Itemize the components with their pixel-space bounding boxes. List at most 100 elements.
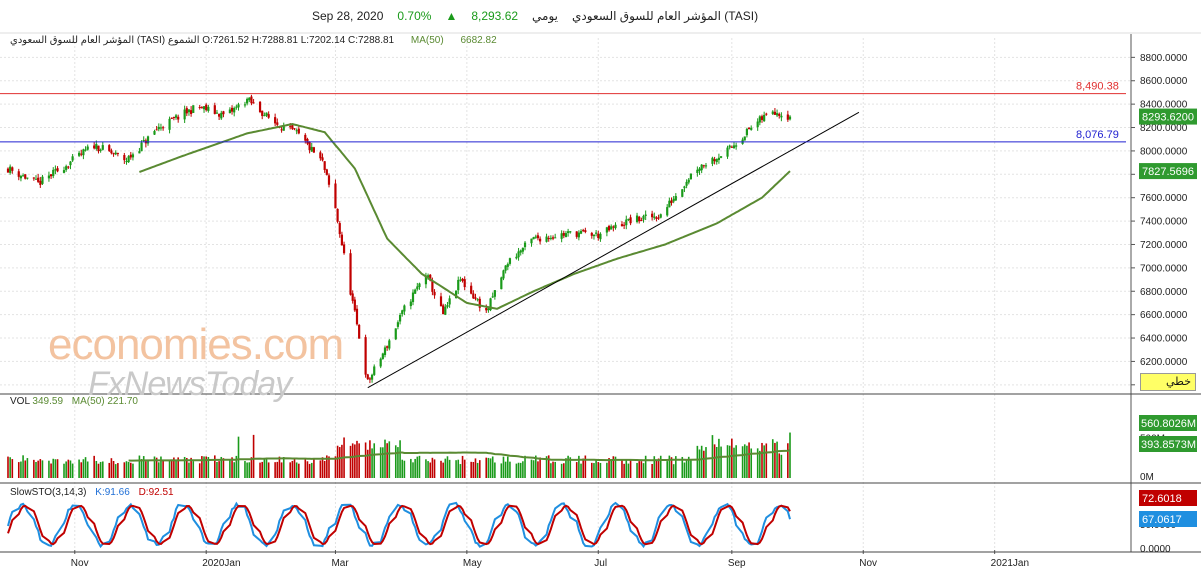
volume-bar (207, 457, 210, 478)
candle-body (560, 233, 563, 239)
candle-body (297, 128, 300, 134)
volume-bar (681, 456, 684, 478)
candle (213, 102, 216, 115)
volume-bar (313, 458, 315, 478)
candle (62, 166, 66, 174)
volume-bar (718, 438, 720, 478)
candle-body (756, 121, 759, 128)
candle-body (243, 104, 247, 106)
candle (775, 109, 779, 118)
candle-body (334, 183, 337, 209)
candle-body (349, 253, 352, 295)
candle (263, 112, 266, 117)
candle (747, 127, 751, 130)
volume-bar (110, 458, 113, 478)
volume-bar (410, 458, 412, 478)
volume-bar (655, 459, 658, 478)
candle (780, 112, 783, 122)
info-line: المؤشر العام للسوق السعودي (TASI) الشموع… (10, 35, 497, 46)
candle-body (77, 152, 81, 156)
y-tick-label: 6400.0000 (1140, 334, 1188, 345)
candle-body (265, 112, 268, 116)
candle (629, 214, 632, 226)
candle-body (172, 117, 175, 119)
volume-bar (379, 447, 382, 478)
volume-bar (24, 460, 27, 478)
candle-body (370, 374, 374, 380)
volume-bar (319, 460, 322, 478)
candle (523, 241, 527, 251)
volume-bar (310, 462, 313, 478)
candle-body (159, 127, 163, 129)
volume-bar (201, 456, 203, 478)
line-type-badge[interactable]: خطي (1140, 373, 1196, 391)
volume-bar (261, 461, 264, 478)
volume-bar (731, 438, 733, 478)
volume-bar (733, 447, 735, 478)
volume-bar (298, 463, 300, 478)
candle-body (487, 308, 490, 311)
volume-bar (147, 460, 149, 478)
candle (321, 153, 324, 162)
candle-body (476, 299, 479, 301)
volume-bar (282, 457, 285, 478)
candle (491, 292, 494, 298)
candle (142, 136, 145, 143)
volume-bar (599, 462, 602, 478)
candle (627, 218, 630, 221)
candle-body (577, 232, 580, 238)
candle-body (108, 145, 111, 151)
candle-body (567, 231, 570, 233)
volume-bar (153, 456, 156, 478)
info-type: الشموع (167, 35, 200, 46)
volume-bar (250, 457, 253, 478)
candle-body (607, 226, 611, 231)
candle-body (168, 118, 171, 130)
candle (108, 144, 111, 152)
volume-bar (203, 456, 205, 478)
candle (614, 222, 617, 230)
volume-bar (414, 458, 416, 478)
candle (403, 304, 406, 316)
volume-bar (433, 459, 436, 478)
candle-body (745, 128, 749, 136)
candle-body (69, 161, 72, 166)
volume-bar (522, 461, 524, 478)
candle-body (446, 305, 449, 307)
volume-bar (728, 445, 731, 478)
volume-bar (625, 459, 628, 478)
candle (696, 166, 699, 177)
volume-legend-value: 349.59 (32, 396, 64, 407)
candle (702, 164, 705, 169)
candle (569, 231, 572, 234)
candle-body (595, 232, 598, 234)
candle-body (351, 293, 354, 301)
candle (463, 276, 466, 291)
volume-bar (22, 455, 24, 478)
candle-body (32, 177, 35, 179)
candle (386, 345, 389, 351)
volume-bar (321, 457, 324, 478)
candle (564, 231, 568, 238)
candle-body (403, 305, 406, 312)
y-tick-label: 8200.0000 (1140, 123, 1188, 134)
candle-body (569, 231, 572, 233)
candle-body (129, 154, 132, 158)
candle (24, 174, 27, 180)
candle-body (726, 147, 729, 157)
candle (293, 128, 296, 131)
candle-body (342, 244, 346, 254)
candle-body (47, 175, 51, 179)
volume-bar (401, 459, 404, 478)
watermark-fxnewstoday: FxNewsToday (88, 365, 292, 403)
candle (114, 150, 117, 156)
volume-bar (711, 435, 714, 478)
candle (17, 168, 20, 181)
candle (65, 164, 68, 172)
candle-body (523, 242, 527, 248)
candle (612, 225, 615, 232)
candle (327, 173, 331, 188)
y-tick-label: 7200.0000 (1140, 240, 1188, 251)
candle-body (575, 231, 578, 237)
